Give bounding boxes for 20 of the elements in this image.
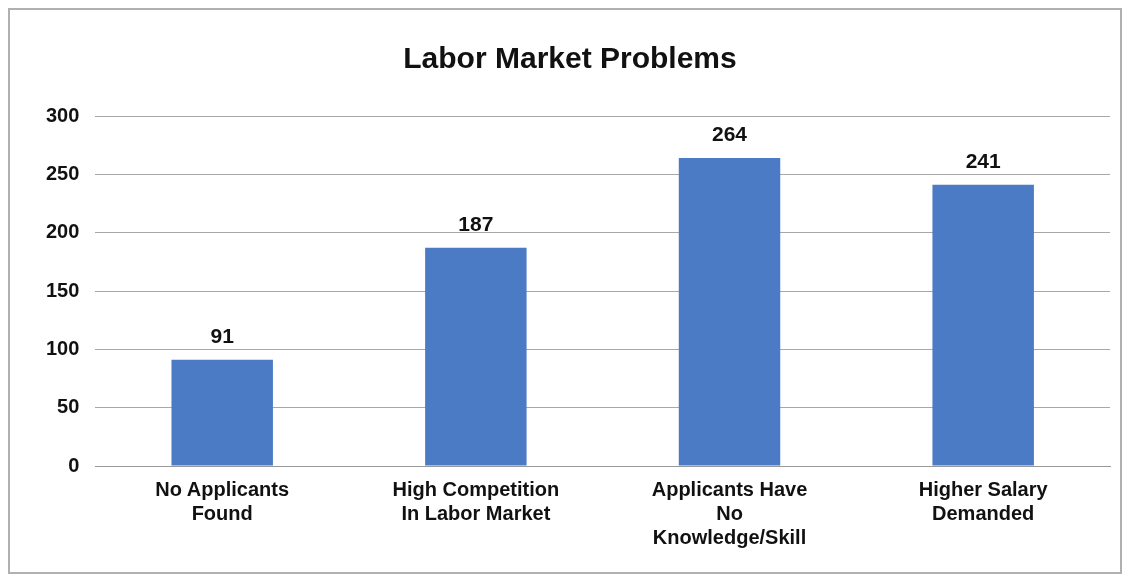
x-tick-label: High Competition In Labor Market [392,477,560,524]
bar [678,158,781,466]
y-tick-label: 50 [57,395,80,418]
bar [425,247,527,466]
chart-title: Labor Market Problems [403,41,737,75]
y-tick-label: 200 [45,220,80,243]
bar [171,359,273,466]
data-label: 264 [711,122,748,146]
y-tick-label: 150 [45,278,80,301]
y-tick-label: 0 [68,453,80,476]
x-tick-label: Higher Salary Demanded [918,477,1049,524]
y-tick-label: 100 [45,336,80,359]
x-tick-label: Applicants Have No Knowledge/Skill [651,477,808,548]
data-label: 241 [965,149,1002,173]
x-tick-label: No Applicants Found [155,477,290,524]
y-tick-label: 250 [45,161,80,184]
data-label: 91 [210,324,235,348]
y-tick-label: 300 [45,103,80,126]
bar [932,184,1034,466]
data-label: 187 [458,212,494,236]
